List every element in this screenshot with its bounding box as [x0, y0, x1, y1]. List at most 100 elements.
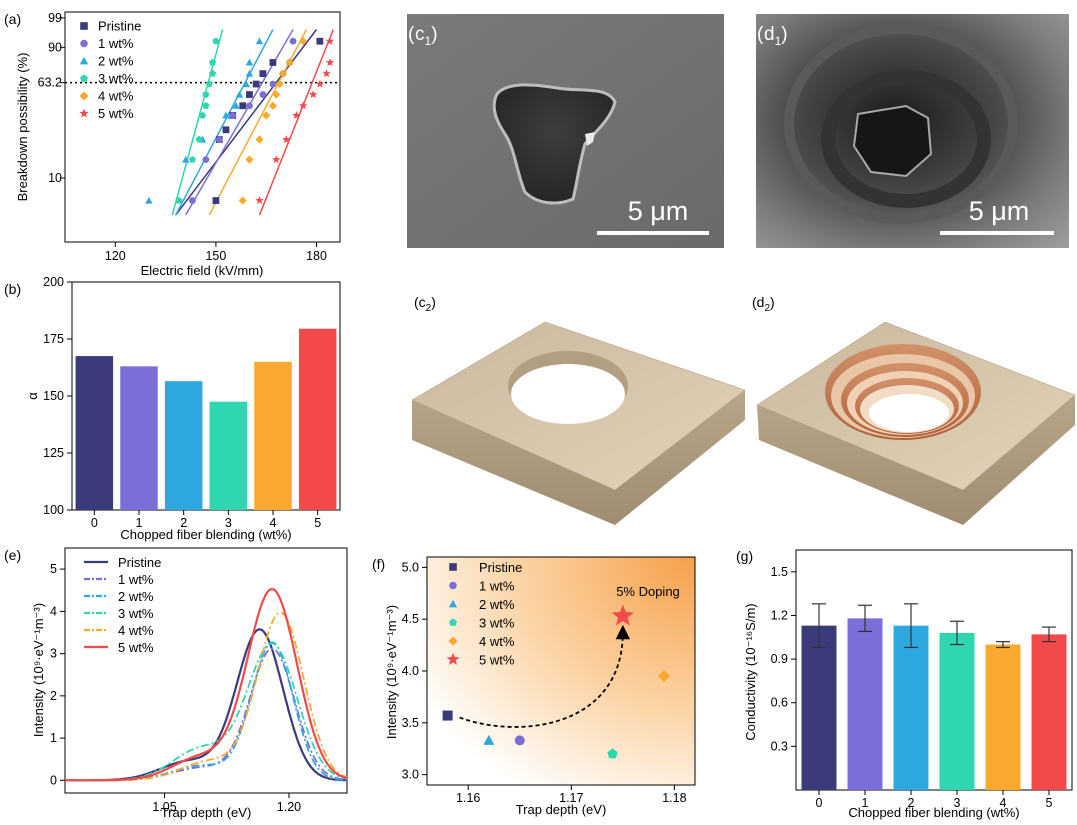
legend-marker	[80, 39, 88, 48]
data-point	[202, 156, 210, 164]
data-point	[325, 58, 335, 67]
panel-a-xlabel: Electric field (kV/mm)	[141, 263, 264, 278]
x-tick-label: 1.05	[152, 800, 176, 814]
x-tick-label: 1.17	[559, 791, 583, 805]
data-point	[209, 69, 217, 77]
x-tick-label: 180	[306, 249, 327, 263]
legend-marker	[448, 599, 458, 608]
data-point	[215, 136, 223, 143]
data-point	[242, 80, 250, 88]
x-tick-label: 0	[91, 516, 98, 530]
data-point	[202, 102, 210, 109]
y-tick-label: 63.2	[38, 76, 62, 90]
y-tick-label: 10	[48, 171, 62, 185]
y-tick-label: 0	[50, 773, 57, 787]
data-point	[209, 58, 217, 66]
bar	[254, 361, 292, 510]
x-tick-label: 5	[1046, 796, 1053, 810]
data-point	[269, 80, 277, 88]
bar	[985, 644, 1021, 790]
y-tick-label: 3	[50, 647, 57, 661]
bar	[120, 366, 158, 510]
legend-label: Pristine	[118, 555, 161, 570]
legend-label: 3 wt%	[98, 71, 134, 86]
model-c2-label: (c2)	[414, 294, 436, 314]
data-point	[607, 748, 618, 759]
model-d2: (d2)	[752, 294, 1076, 525]
sem-d1-hole	[852, 104, 933, 178]
fit-line	[175, 29, 318, 216]
data-point	[272, 155, 281, 164]
data-point	[268, 101, 278, 110]
x-tick-label: 3	[954, 796, 961, 810]
x-tick-label: 2	[180, 516, 187, 530]
panel-e-xlabel: Trap depth (eV)	[161, 805, 252, 820]
data-point	[202, 90, 210, 98]
data-point	[275, 79, 284, 89]
trap-curve	[65, 641, 348, 782]
data-point	[289, 37, 297, 45]
trend-arrow	[459, 624, 631, 728]
y-tick-label: 1.2	[771, 608, 788, 622]
data-point	[229, 111, 237, 119]
panel-b-xlabel: Chopped fiber blending (wt%)	[120, 527, 291, 542]
bar	[1031, 634, 1067, 790]
sem-c1-scale-text: 5 μm	[628, 196, 689, 226]
bar	[209, 401, 248, 510]
y-tick-label: 90	[48, 40, 62, 54]
model-c2-side	[412, 390, 745, 525]
bar	[847, 618, 883, 790]
panel-e-chart: (e) 1.05 1.20 0 1 2 3 4 5 Pristine 1 wt% 2 wt% 3 w…	[4, 547, 348, 820]
panel-a-chart: (a) 120 150 180 10 63.2 90 99 Pristine 1 wt% 2 w…	[4, 11, 341, 278]
legend-marker	[80, 74, 88, 82]
trap-curve	[65, 647, 348, 782]
sem-d1-scale-text: 5 μm	[969, 196, 1030, 226]
y-tick-label: 5	[50, 562, 57, 576]
panel-b-label: (b)	[4, 281, 21, 297]
y-tick-label: 5.0	[402, 560, 419, 574]
x-tick-label: 1.20	[277, 800, 301, 814]
data-point	[212, 37, 220, 45]
legend-marker	[449, 581, 457, 590]
legend-marker	[449, 618, 457, 626]
data-point	[188, 155, 196, 163]
panel-g-label: (g)	[736, 548, 753, 564]
trap-curve	[65, 628, 347, 782]
data-point	[272, 90, 281, 99]
data-point	[181, 155, 190, 163]
panel-a-label: (a)	[4, 11, 21, 27]
data-point	[658, 670, 671, 683]
data-point	[298, 101, 308, 110]
data-point	[282, 135, 291, 144]
data-point	[175, 196, 183, 204]
sem-d1-label: d1)	[764, 24, 788, 48]
y-tick-label: 0.6	[771, 696, 788, 710]
data-point	[246, 102, 253, 110]
y-tick-label: 1	[50, 731, 57, 745]
legend-label: Pristine	[479, 560, 522, 575]
x-tick-label: 1	[862, 796, 869, 810]
legend-label: 2 wt%	[479, 597, 515, 612]
data-point	[315, 79, 325, 88]
y-tick-label: 200	[43, 275, 64, 289]
legend-label: 2 wt%	[118, 589, 154, 604]
legend-label: 5 wt%	[118, 640, 154, 655]
x-tick-label: 4	[1000, 796, 1007, 810]
panel-e-axes	[64, 547, 348, 794]
panel-a-axes	[64, 11, 341, 243]
legend-label: Pristine	[98, 19, 141, 34]
data-point	[285, 58, 294, 67]
trap-curve	[65, 587, 348, 782]
legend-marker	[446, 652, 460, 665]
model-d2-hole	[869, 394, 949, 432]
bar	[164, 381, 203, 510]
trap-curve	[65, 611, 348, 782]
x-tick-label: 1	[136, 516, 143, 530]
sem-c1-label-open: (	[408, 24, 415, 45]
sem-image-c1: c1) ( 5 μm	[407, 14, 724, 248]
data-point	[269, 59, 277, 66]
sem-d1-crater-ring	[821, 70, 991, 208]
data-point	[259, 91, 267, 98]
data-point	[442, 710, 453, 721]
legend-label: 1 wt%	[98, 36, 134, 51]
